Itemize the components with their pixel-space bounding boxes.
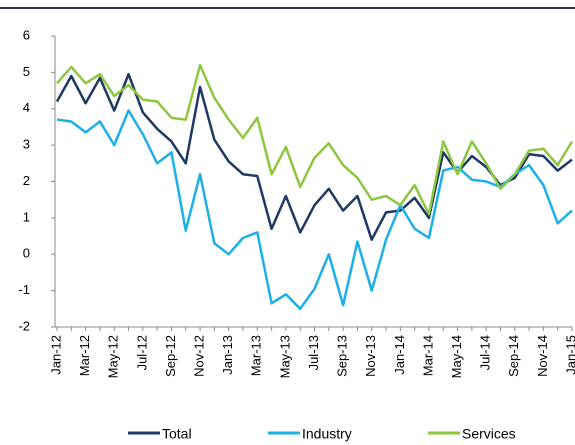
x-tick-label: Sep-12 (163, 335, 178, 377)
x-tick-label: Nov-13 (363, 335, 378, 377)
x-tick-label: Jul-14 (478, 335, 493, 370)
legend-label: Total (162, 426, 192, 442)
x-tick-label: Jan-15 (563, 335, 575, 375)
x-tick-label: May-13 (277, 335, 292, 378)
y-tick-label: -2 (18, 318, 30, 333)
x-tick-label: Mar-13 (249, 335, 264, 376)
x-tick-label: May-14 (449, 335, 464, 378)
x-tick-label: Jan-13 (220, 335, 235, 375)
y-tick-label: 4 (23, 100, 30, 115)
x-tick-label: Mar-12 (77, 335, 92, 376)
x-tick-label: May-12 (106, 335, 121, 378)
y-tick-label: 0 (23, 246, 30, 261)
x-tick-label: Mar-14 (420, 335, 435, 376)
y-tick-label: -1 (18, 282, 30, 297)
legend-label: Industry (302, 426, 352, 442)
legend-label: Services (462, 426, 516, 442)
y-tick-label: 1 (23, 209, 30, 224)
x-tick-label: Sep-14 (506, 335, 521, 377)
x-tick-label: Jul-13 (306, 335, 321, 370)
x-tick-label: Nov-12 (191, 335, 206, 377)
x-tick-label: Sep-13 (335, 335, 350, 377)
y-tick-label: 2 (23, 173, 30, 188)
x-tick-label: Nov-14 (535, 335, 550, 377)
series-line (56, 109, 573, 311)
y-tick-label: 5 (23, 64, 30, 79)
x-tick-label: Jan-14 (392, 335, 407, 375)
y-tick-label: 6 (23, 27, 30, 42)
series-line (55, 72, 573, 241)
series-line (56, 63, 574, 216)
y-tick-label: 3 (23, 137, 30, 152)
x-tick-label: Jul-12 (134, 335, 149, 370)
x-tick-label: Jan-12 (48, 335, 63, 375)
